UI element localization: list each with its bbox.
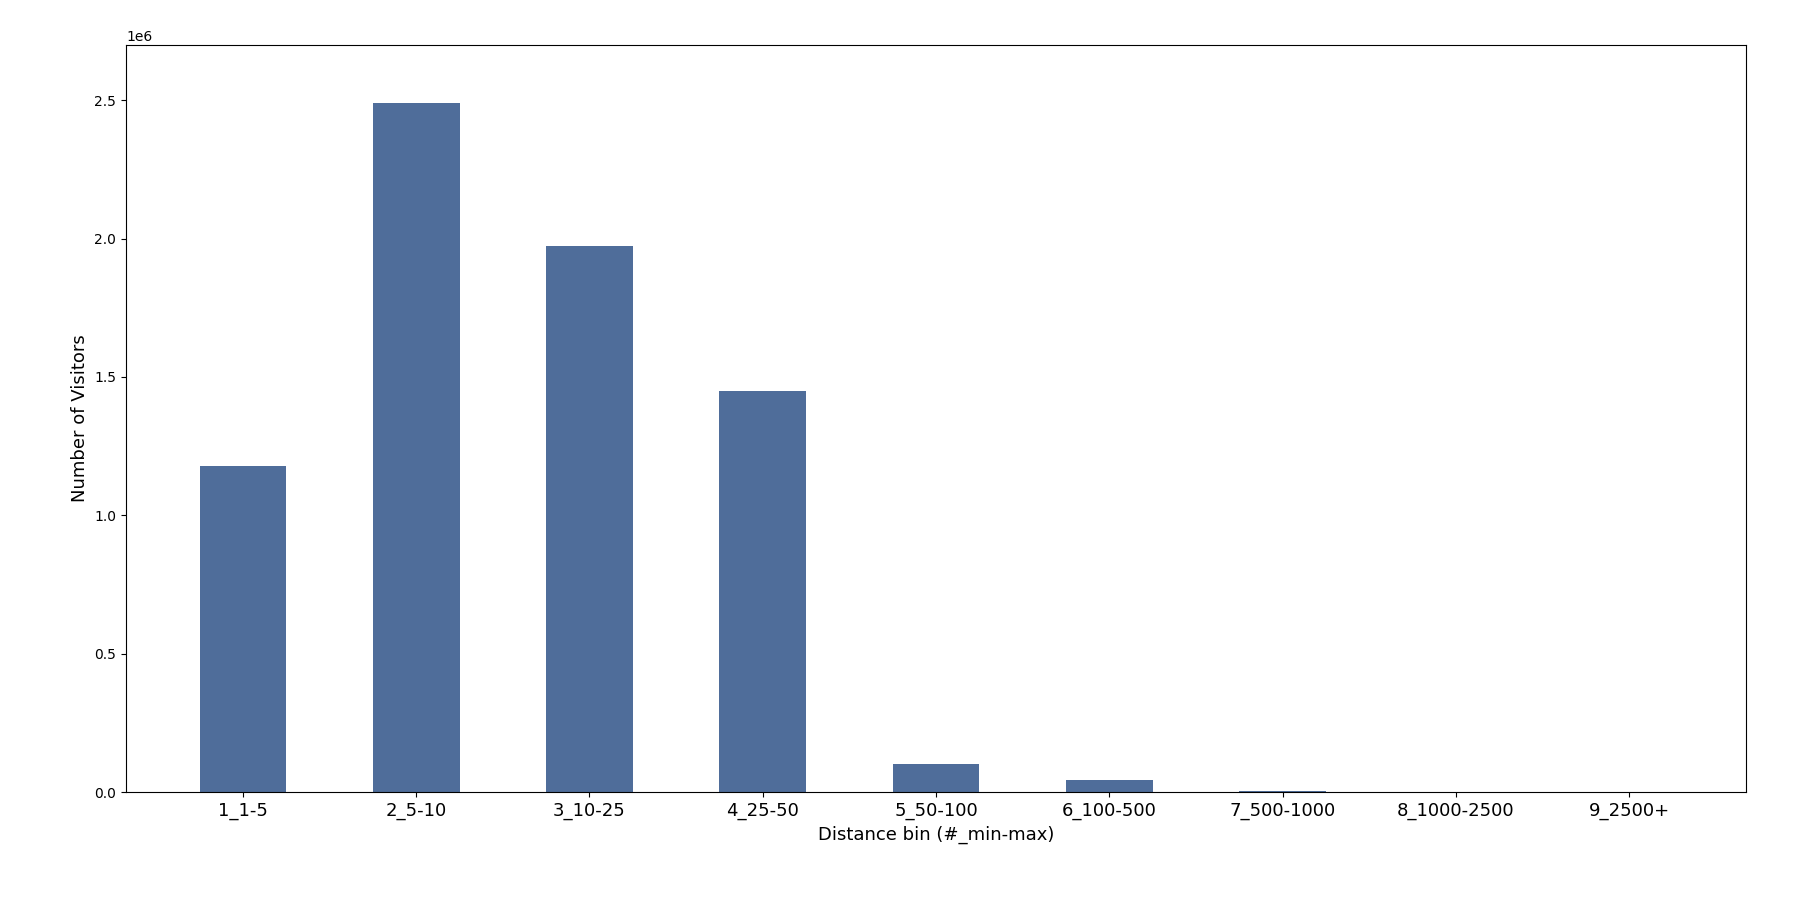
Bar [720,391,806,792]
X-axis label: Distance bin (#_min-max): Distance bin (#_min-max) [817,825,1055,843]
Bar [373,104,459,792]
Bar [200,465,286,792]
Bar [1066,779,1152,792]
Bar [545,246,634,792]
Bar [893,764,979,792]
Y-axis label: Number of Visitors: Number of Visitors [70,335,88,502]
